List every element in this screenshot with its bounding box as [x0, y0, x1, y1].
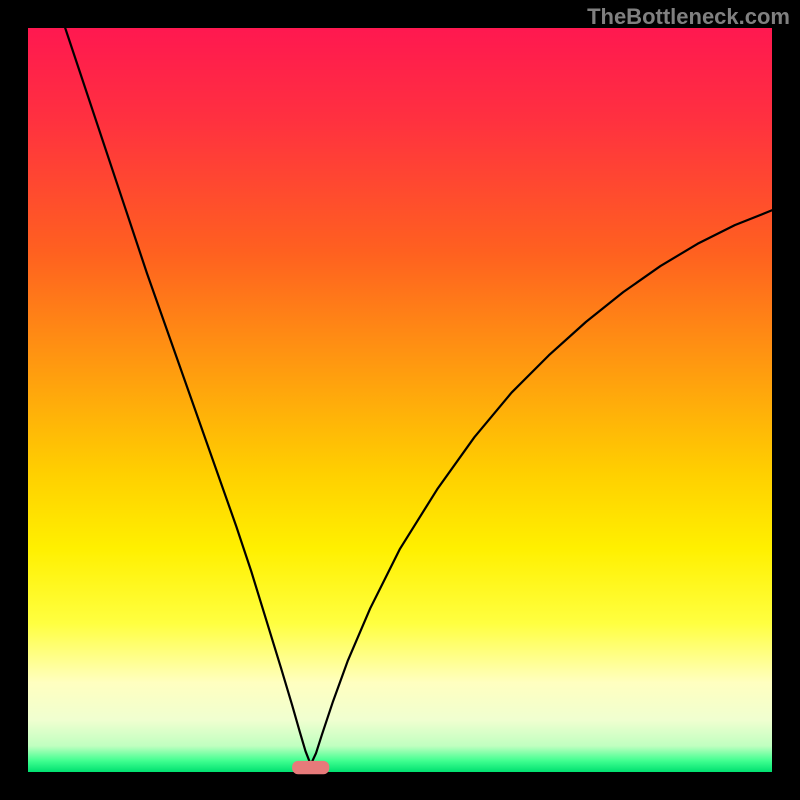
minimum-marker	[292, 761, 329, 774]
watermark-text: TheBottleneck.com	[587, 4, 790, 30]
chart-svg	[0, 0, 800, 800]
plot-background	[28, 28, 772, 772]
bottleneck-chart: TheBottleneck.com	[0, 0, 800, 800]
